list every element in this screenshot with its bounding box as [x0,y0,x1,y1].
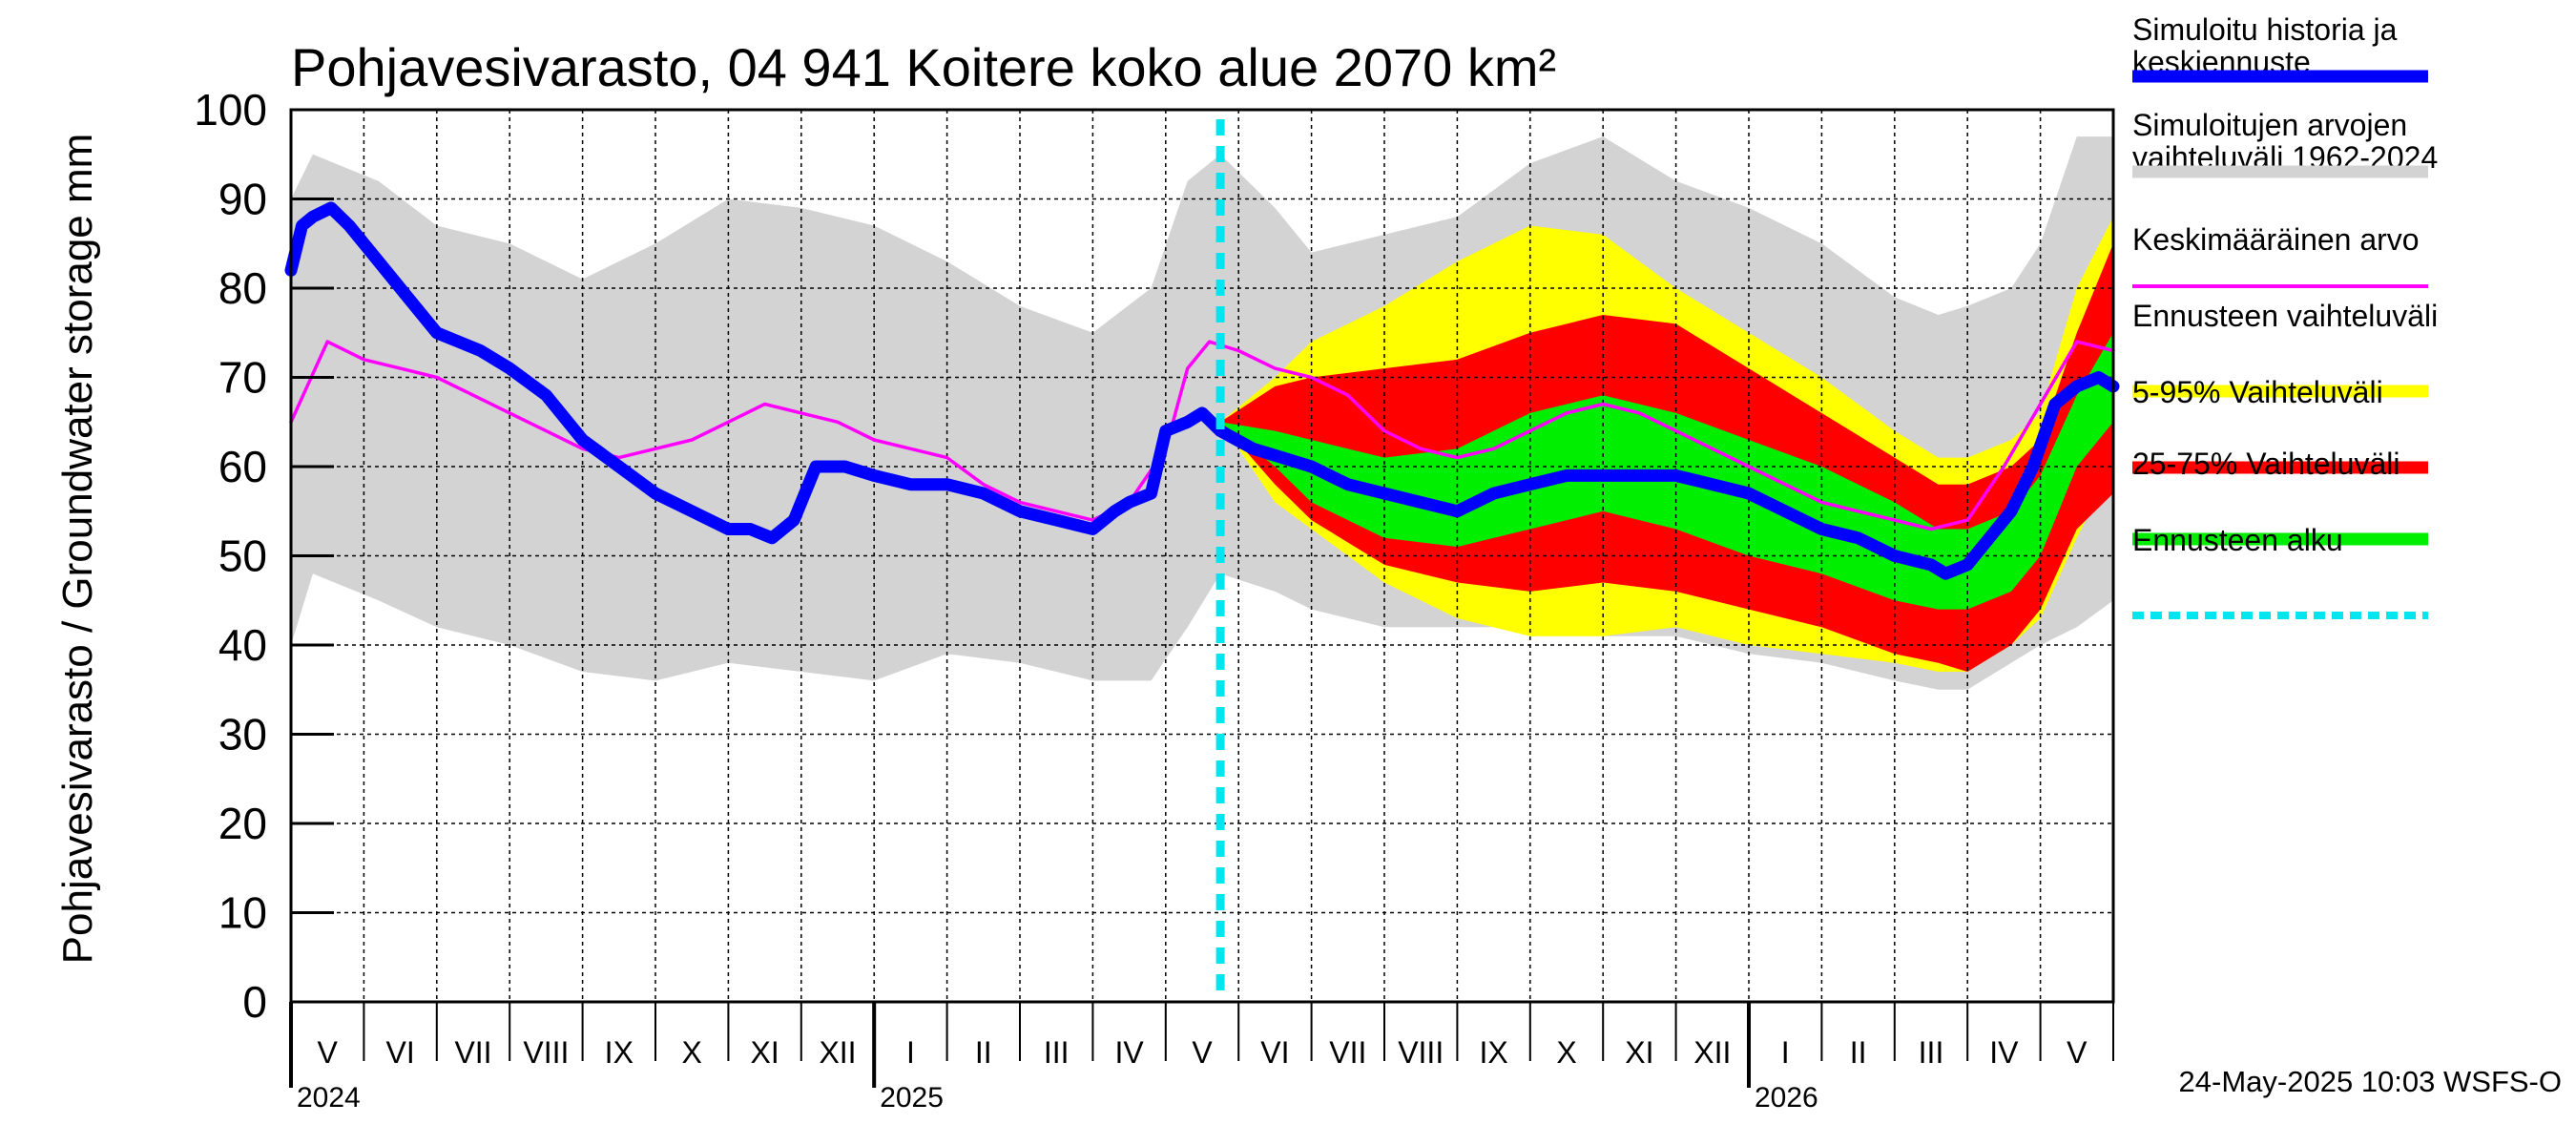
month-label: XI [750,1035,779,1070]
month-label: IX [605,1035,634,1070]
month-label: XII [1693,1035,1731,1070]
grid-layer [291,110,2113,1002]
month-label: IV [1989,1035,2019,1070]
month-label: XI [1625,1035,1653,1070]
month-label: VII [454,1035,491,1070]
month-label: III [1919,1035,1944,1070]
line-layer [284,201,2120,580]
y-tick-label: 10 [218,888,267,938]
y-axis-label: Pohjavesivarasto / Groundwater storage m… [54,134,101,965]
month-label: V [2067,1035,2088,1070]
y-tick-label: 90 [218,175,267,224]
month-label: XII [819,1035,856,1070]
y-tick-label: 30 [218,710,267,760]
month-label: V [1192,1035,1213,1070]
month-label: VI [385,1035,414,1070]
y-tick-label: 20 [218,799,267,848]
y-tick-label: 60 [218,442,267,491]
legend-label: Simuloitu historia ja [2132,12,2398,47]
legend-label: 25-75% Vaihteluväli [2132,447,2399,481]
legend-label: Ennusteen vaihteluväli [2132,299,2438,333]
month-label: III [1044,1035,1070,1070]
year-label: 2026 [1755,1082,1818,1114]
chart-title: Pohjavesivarasto, 04 941 Koitere koko al… [291,37,1556,97]
legend-label: Keskimääräinen arvo [2132,222,2420,257]
month-label: I [906,1035,915,1070]
month-label: II [1850,1035,1867,1070]
footer-timestamp: 24-May-2025 10:03 WSFS-O [2179,1065,2562,1098]
month-label: II [975,1035,992,1070]
month-label: VIII [1398,1035,1444,1070]
y-tick-label: 70 [218,353,267,403]
month-label: VI [1260,1035,1289,1070]
y-tick-label: 0 [242,977,267,1027]
y-tick-label: 50 [218,531,267,581]
month-label: VII [1329,1035,1366,1070]
month-label: V [318,1035,339,1070]
y-tick-label: 40 [218,620,267,670]
month-label: VIII [523,1035,569,1070]
y-tick-label: 80 [218,263,267,313]
month-label: IV [1114,1035,1144,1070]
month-label: I [1781,1035,1790,1070]
month-label: X [1556,1035,1576,1070]
legend-label: Simuloitujen arvojen [2132,108,2407,142]
year-label: 2024 [297,1082,361,1114]
month-label: IX [1479,1035,1507,1070]
year-label: 2025 [880,1082,944,1114]
legend-label: 5-95% Vaihteluväli [2132,375,2383,409]
series-simuloitu-historia-ja-keskiennuste [284,201,2120,580]
y-tick-label: 100 [194,85,267,135]
legend-label: Ennusteen alku [2132,523,2343,557]
legend: Simuloitu historia jakeskiennusteSimuloi… [2132,12,2438,619]
month-label: X [682,1035,702,1070]
